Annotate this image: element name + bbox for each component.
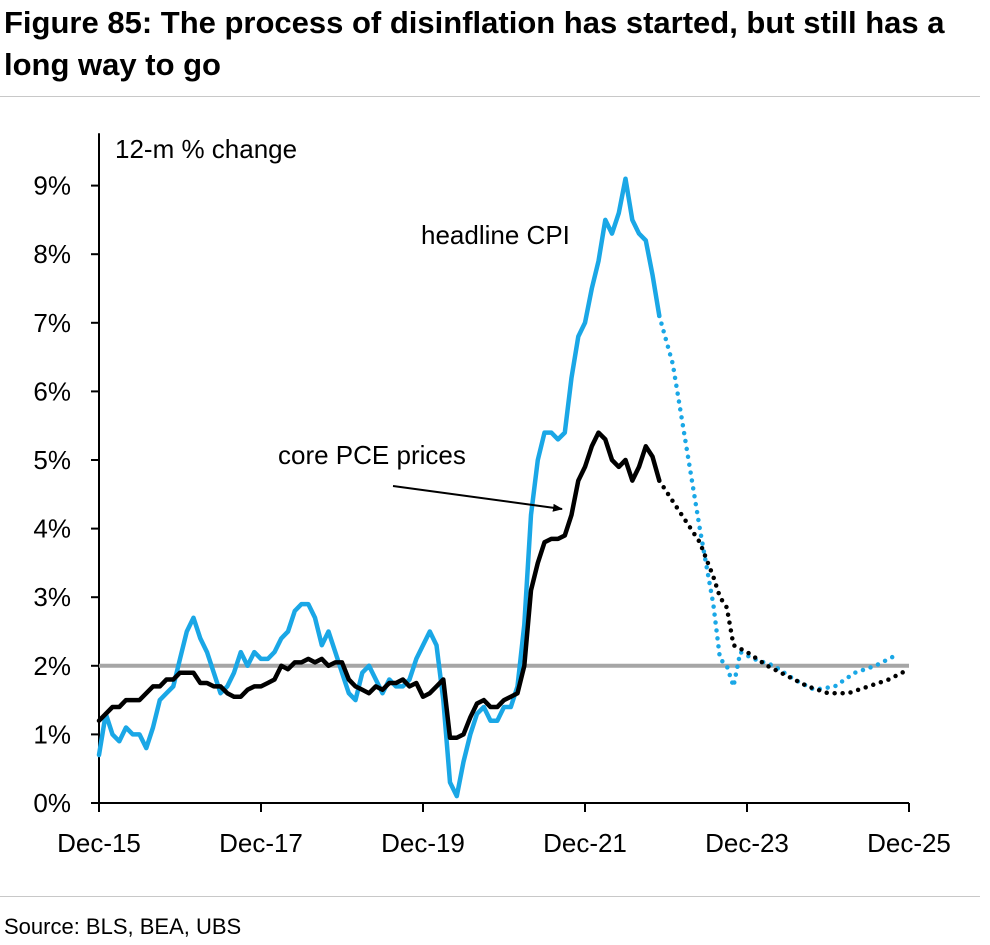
line-chart: 0% 1% 2% 3% 4% 5% 6% 7% 8% 9% Dec-15 Dec-17 Dec-19 De… xyxy=(33,133,951,858)
y-tick-label: 7% xyxy=(33,308,71,338)
figure-title: Figure 85: The process of disinflation h… xyxy=(4,5,945,82)
footer-divider xyxy=(0,896,980,897)
y-tick-label: 8% xyxy=(33,239,71,269)
title-divider xyxy=(0,96,980,97)
y-unit-label: 12-m % change xyxy=(115,134,297,164)
headline-cpi-label: headline CPI xyxy=(421,220,570,250)
x-tick-label: Dec-17 xyxy=(219,828,303,858)
plot-area: 0% 1% 2% 3% 4% 5% 6% 7% 8% 9% Dec-15 Dec-17 Dec-19 De… xyxy=(33,133,951,858)
headline-cpi-forecast-dots xyxy=(657,313,898,696)
y-tick-label: 9% xyxy=(33,171,71,201)
x-tick-label: Dec-19 xyxy=(381,828,465,858)
y-tick-label: 1% xyxy=(33,719,71,749)
source-note: Source: BLS, BEA, UBS xyxy=(4,914,242,939)
x-tick-label: Dec-21 xyxy=(543,828,627,858)
x-tick-label: Dec-23 xyxy=(705,828,789,858)
core-pce-actual-line xyxy=(96,430,662,741)
y-tick-label: 5% xyxy=(33,445,71,475)
x-tick-label: Dec-15 xyxy=(57,828,141,858)
y-tick-label: 4% xyxy=(33,514,71,544)
y-tick-label: 6% xyxy=(33,376,71,406)
core-pce-label: core PCE prices xyxy=(278,440,466,470)
y-tick-label: 0% xyxy=(33,788,71,818)
core-pce-arrow xyxy=(392,485,563,512)
y-tick-label: 3% xyxy=(33,582,71,612)
core-pce-forecast-dots xyxy=(657,478,912,696)
x-tick-label: Dec-25 xyxy=(867,828,951,858)
y-tick-label: 2% xyxy=(33,651,71,681)
